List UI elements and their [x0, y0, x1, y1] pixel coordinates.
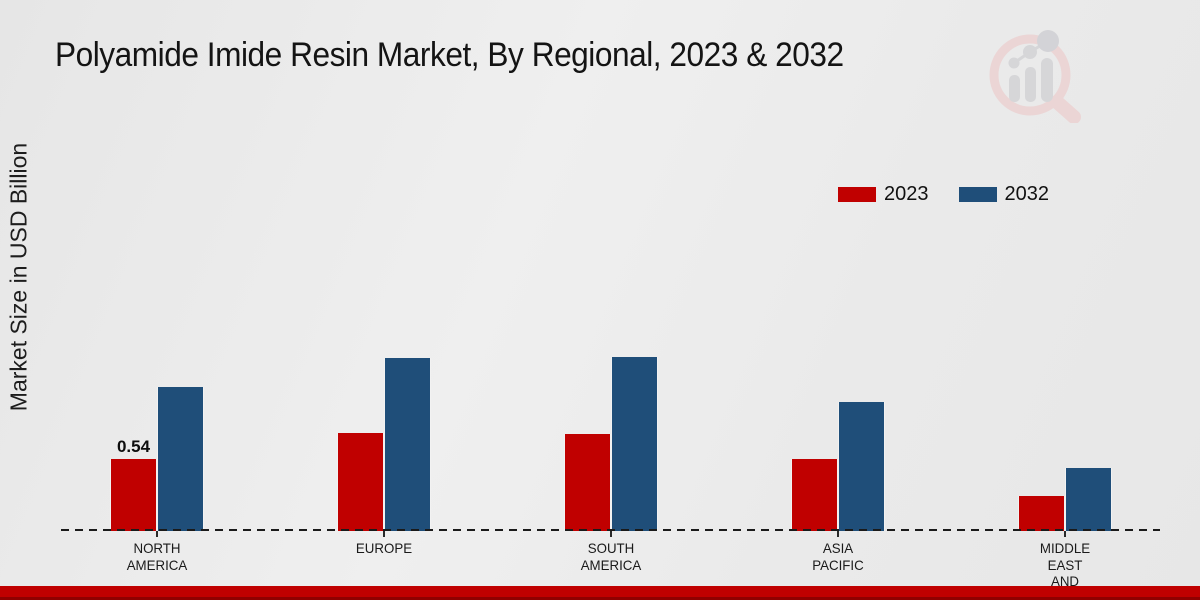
bar-2032-south-america	[611, 357, 658, 531]
footer-band	[0, 586, 1200, 600]
axis-tick-europe	[383, 531, 385, 537]
legend-label-2023: 2023	[884, 183, 929, 205]
bar-2032-north-america	[157, 387, 204, 531]
bar-2032-asia-pacific	[838, 402, 885, 531]
bar-2032-europe	[384, 358, 431, 531]
axis-tick-asia-pacific	[837, 531, 839, 537]
bar-2023-europe	[337, 433, 384, 531]
legend-item-2032: 2032	[958, 183, 1050, 206]
axis-tick-south-america	[610, 531, 612, 537]
logo-dot-medium-icon	[1023, 45, 1037, 59]
logo-bar-large-icon	[1041, 58, 1053, 102]
x-label-north-america: NORTH AMERICA	[126, 540, 188, 573]
logo-bar-small-icon	[1009, 75, 1020, 102]
legend-label-2032: 2032	[1004, 183, 1050, 205]
logo-bar-medium-icon	[1025, 67, 1036, 102]
bar-2032-middle-east-and-africa	[1065, 468, 1112, 531]
logo-magnifier-handle-icon	[1050, 95, 1081, 123]
chart-title: Polyamide Imide Resin Market, By Regiona…	[55, 36, 844, 74]
legend-swatch-2023-icon	[838, 187, 876, 202]
logo-dot-large-icon	[1037, 30, 1059, 52]
x-label-europe: EUROPE	[355, 540, 413, 556]
legend-item-2023: 2023	[838, 183, 929, 206]
bar-2023-middle-east-and-africa	[1018, 496, 1065, 531]
legend: 2023 2032	[838, 183, 1049, 206]
logo-magnifier-ring-icon	[989, 34, 1071, 116]
axis-tick-north-america	[156, 531, 158, 537]
bar-2023-north-america	[110, 459, 157, 531]
legend-swatch-2032-icon	[958, 187, 997, 202]
bar-2023-south-america	[564, 434, 611, 531]
bar-2023-asia-pacific	[791, 459, 838, 531]
x-axis-line	[61, 529, 1160, 531]
axis-tick-middle-east-and-africa	[1064, 531, 1066, 537]
x-label-asia-pacific: ASIA PACIFIC	[812, 540, 864, 573]
logo-dot-small-icon	[1008, 57, 1020, 69]
x-label-south-america: SOUTH AMERICA	[580, 540, 642, 573]
mrfr-logo-watermark	[989, 30, 1081, 123]
data-label-2023-north-america: 0.54	[116, 437, 151, 456]
